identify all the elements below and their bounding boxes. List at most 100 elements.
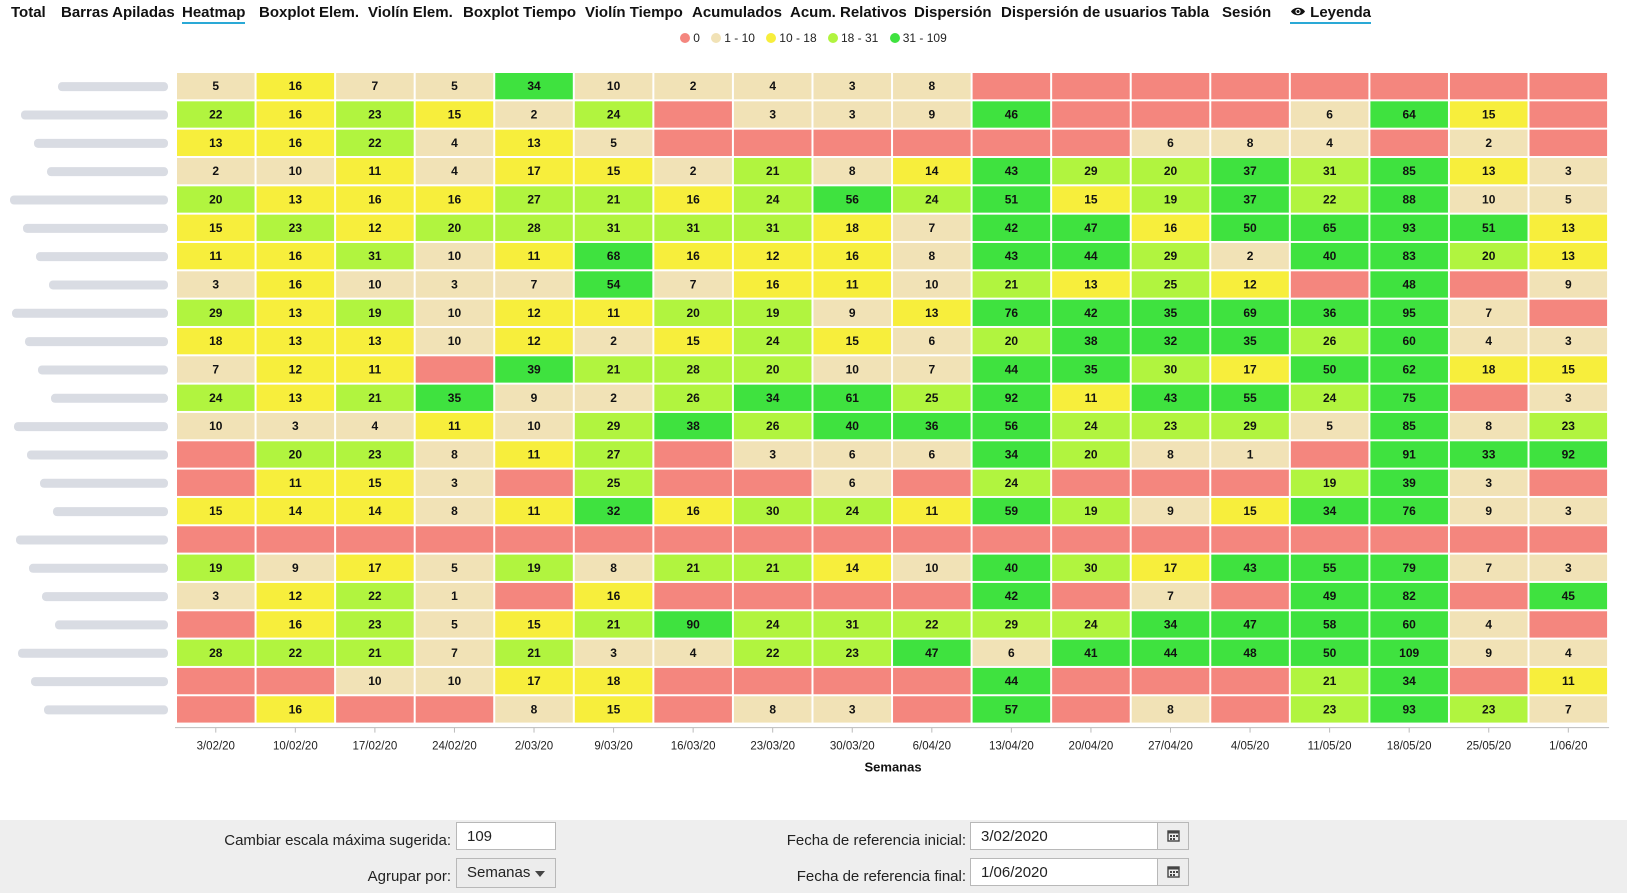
heatmap-cell[interactable] (813, 271, 892, 298)
heatmap-cell[interactable] (495, 327, 573, 355)
heatmap-cell[interactable] (574, 271, 653, 298)
heatmap-cell[interactable] (972, 497, 1051, 525)
heatmap-cell[interactable] (1370, 582, 1448, 610)
heatmap-cell[interactable] (415, 639, 494, 666)
heatmap-cell[interactable] (813, 412, 892, 440)
heatmap-cell[interactable] (1529, 356, 1608, 383)
heatmap-cell[interactable] (1131, 526, 1210, 553)
heatmap-cell[interactable] (177, 299, 255, 326)
heatmap-cell[interactable] (336, 101, 414, 128)
heatmap-cell[interactable] (893, 299, 971, 326)
heatmap-cell[interactable] (733, 242, 812, 270)
heatmap-cell[interactable] (177, 497, 255, 525)
heatmap-cell[interactable] (1370, 639, 1448, 666)
heatmap-cell[interactable] (1211, 384, 1289, 411)
legend-item-10-18[interactable]: 10 - 18 (766, 31, 817, 45)
heatmap-cell[interactable] (415, 242, 494, 270)
heatmap-cell[interactable] (1449, 412, 1528, 440)
heatmap-cell[interactable] (733, 696, 812, 723)
heatmap-cell[interactable] (1052, 384, 1130, 411)
heatmap-cell[interactable] (177, 696, 255, 723)
heatmap-cell[interactable] (1211, 186, 1289, 213)
group-select[interactable]: Semanas (456, 858, 556, 888)
heatmap-cell[interactable] (1370, 129, 1448, 156)
heatmap-cell[interactable] (654, 214, 732, 241)
heatmap-cell[interactable] (1131, 214, 1210, 241)
heatmap-cell[interactable] (1211, 526, 1289, 553)
heatmap-cell[interactable] (654, 696, 732, 723)
heatmap-cell[interactable] (733, 611, 812, 638)
heatmap-cell[interactable] (1131, 129, 1210, 156)
heatmap-cell[interactable] (415, 526, 494, 553)
heatmap-cell[interactable] (1052, 242, 1130, 270)
heatmap-cell[interactable] (654, 73, 732, 100)
heatmap-cell[interactable] (177, 73, 255, 100)
heatmap-cell[interactable] (336, 469, 414, 496)
heatmap-cell[interactable] (415, 582, 494, 610)
heatmap-cell[interactable] (1290, 157, 1369, 185)
heatmap-cell[interactable] (177, 554, 255, 581)
heatmap-cell[interactable] (1370, 271, 1448, 298)
heatmap-cell[interactable] (972, 101, 1051, 128)
heatmap-cell[interactable] (893, 271, 971, 298)
heatmap-cell[interactable] (654, 582, 732, 610)
heatmap-cell[interactable] (415, 497, 494, 525)
heatmap-cell[interactable] (1529, 242, 1608, 270)
heatmap-cell[interactable] (574, 667, 653, 695)
heatmap-cell[interactable] (1052, 356, 1130, 383)
heatmap-cell[interactable] (972, 554, 1051, 581)
heatmap-cell[interactable] (1290, 611, 1369, 638)
heatmap-cell[interactable] (177, 384, 255, 411)
heatmap-cell[interactable] (574, 214, 653, 241)
heatmap-cell[interactable] (654, 469, 732, 496)
heatmap-cell[interactable] (415, 611, 494, 638)
legend-item-18-31[interactable]: 18 - 31 (828, 31, 878, 45)
heatmap-cell[interactable] (495, 73, 573, 100)
heatmap-cell[interactable] (415, 356, 494, 383)
heatmap-cell[interactable] (336, 582, 414, 610)
heatmap-cell[interactable] (1529, 129, 1608, 156)
heatmap-cell[interactable] (177, 129, 255, 156)
heatmap-cell[interactable] (1529, 554, 1608, 581)
heatmap-cell[interactable] (177, 582, 255, 610)
heatmap-cell[interactable] (1290, 639, 1369, 666)
heatmap-cell[interactable] (893, 412, 971, 440)
heatmap-cell[interactable] (495, 497, 573, 525)
heatmap-cell[interactable] (1131, 696, 1210, 723)
legend-item-0[interactable]: 0 (680, 31, 700, 45)
heatmap-cell[interactable] (733, 327, 812, 355)
tab-dispersion[interactable]: Dispersión (914, 4, 992, 21)
heatmap-cell[interactable] (1052, 441, 1130, 468)
heatmap-cell[interactable] (733, 469, 812, 496)
heatmap-cell[interactable] (813, 526, 892, 553)
heatmap-cell[interactable] (813, 157, 892, 185)
heatmap-cell[interactable] (1290, 441, 1369, 468)
heatmap-cell[interactable] (1052, 129, 1130, 156)
heatmap-cell[interactable] (813, 639, 892, 666)
heatmap-cell[interactable] (654, 271, 732, 298)
tab-leyenda[interactable]: Leyenda (1290, 4, 1372, 24)
heatmap-cell[interactable] (1131, 384, 1210, 411)
heatmap-cell[interactable] (972, 639, 1051, 666)
heatmap-cell[interactable] (1290, 129, 1369, 156)
heatmap-cell[interactable] (654, 667, 732, 695)
heatmap-cell[interactable] (1052, 327, 1130, 355)
heatmap-cell[interactable] (893, 554, 971, 581)
heatmap-cell[interactable] (972, 412, 1051, 440)
heatmap-cell[interactable] (1370, 412, 1448, 440)
heatmap-cell[interactable] (1052, 299, 1130, 326)
heatmap-cell[interactable] (574, 497, 653, 525)
heatmap-cell[interactable] (574, 554, 653, 581)
heatmap-cell[interactable] (1211, 554, 1289, 581)
heatmap-cell[interactable] (972, 441, 1051, 468)
heatmap-cell[interactable] (1211, 639, 1289, 666)
heatmap-cell[interactable] (1211, 101, 1289, 128)
heatmap-cell[interactable] (1211, 242, 1289, 270)
heatmap-cell[interactable] (733, 101, 812, 128)
heatmap-cell[interactable] (1370, 696, 1448, 723)
heatmap-cell[interactable] (336, 356, 414, 383)
heatmap-cell[interactable] (813, 356, 892, 383)
heatmap-cell[interactable] (893, 129, 971, 156)
heatmap-cell[interactable] (1131, 554, 1210, 581)
heatmap-cell[interactable] (733, 129, 812, 156)
